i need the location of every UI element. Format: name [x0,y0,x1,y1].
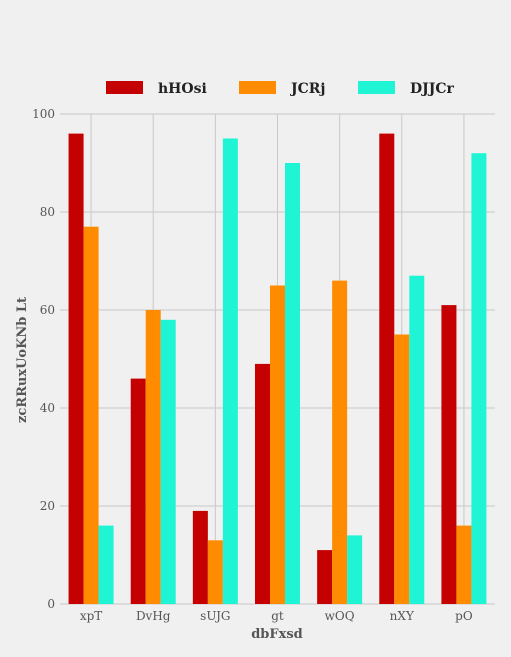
legend-label: JCRj [289,81,325,97]
legend-swatch-JCRj [239,81,276,94]
y-tick-label: 80 [40,205,55,219]
bar-hHOsi-gt [255,363,270,604]
x-tick-label: DvHg [136,609,171,623]
bars [68,133,487,604]
bar-hHOsi-pO [441,305,457,604]
x-tick-label: xpT [80,609,102,623]
bar-DJJCr-pO [471,153,487,604]
legend-swatch-DJJCr [358,81,395,94]
x-tick-label: sUJG [200,609,230,623]
bar-DJJCr-sUJG [222,138,238,604]
bar-DJJCr-wOQ [347,535,363,604]
x-axis-title: dbFxsd [251,627,303,642]
y-tick-label: 40 [40,401,55,415]
bar-hHOsi-DvHg [130,378,146,604]
legend-swatch-hHOsi [106,81,143,94]
axes: 0 20 40 60 80 100 xpT DvHg sUJG gt wOQ nXY pO [32,107,473,623]
bar-DJJCr-xpT [98,525,114,604]
bar-DJJCr-gt [285,163,300,604]
y-tick-label: 60 [40,303,55,317]
x-tick-label: nXY [390,609,415,623]
bar-hHOsi-wOQ [317,550,333,604]
bar-JCRj-xpT [83,226,99,604]
x-tick-label: gt [271,609,284,623]
bar-JCRj-wOQ [332,280,348,604]
y-tick-label: 100 [32,107,55,121]
bar-hHOsi-nXY [379,133,395,604]
bar-hHOsi-xpT [68,133,84,604]
y-tick-label: 0 [47,597,55,611]
bar-DJJCr-nXY [409,275,425,604]
x-tick-label: pO [455,609,473,623]
bar-JCRj-sUJG [207,540,223,604]
bar-DJJCr-DvHg [160,319,176,604]
bar-JCRj-nXY [394,334,410,604]
bar-JCRj-gt [270,285,285,604]
y-tick-label: 20 [40,499,55,513]
bar-hHOsi-sUJG [192,510,208,604]
legend: hHOsi JCRj DJJCr [106,81,455,97]
legend-label: DJJCr [410,81,455,97]
y-axis-title: zcRRuxUoKNb Lt [15,297,30,423]
bar-JCRj-DvHg [145,310,161,604]
x-tick-label: wOQ [325,609,355,623]
bar-JCRj-pO [456,525,472,604]
legend-label: hHOsi [158,81,207,97]
